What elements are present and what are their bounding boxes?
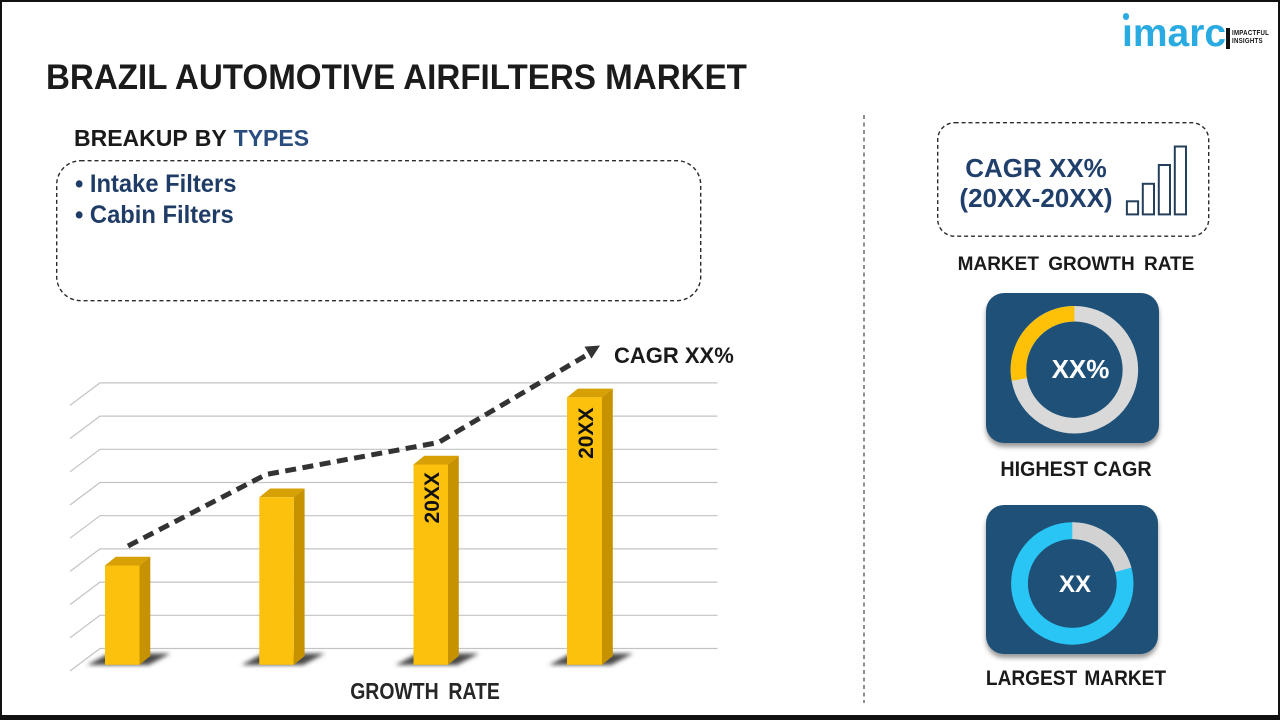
svg-text:20XX: 20XX [575, 408, 598, 459]
svg-text:20XX: 20XX [421, 472, 444, 523]
